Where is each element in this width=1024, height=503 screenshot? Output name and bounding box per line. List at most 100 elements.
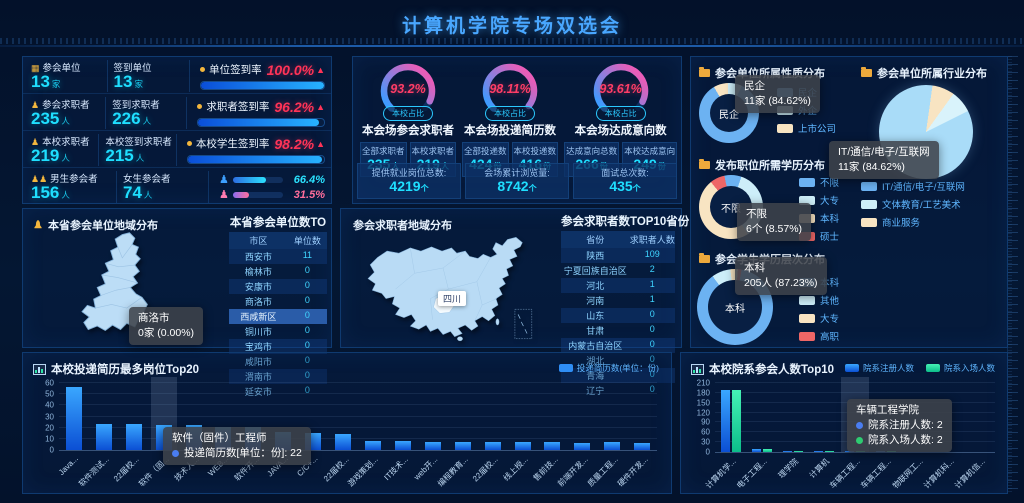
table-row[interactable]: 内蒙古自治区 0 (561, 338, 675, 353)
x-axis-label: 车辆工程... (828, 456, 863, 491)
table-row[interactable]: 陕西 109 (561, 248, 675, 263)
table-row[interactable]: 辽宁 0 (586, 384, 655, 396)
stat-value: 235 人 (31, 108, 70, 128)
table-row[interactable]: 河北 1 (561, 278, 675, 293)
stat-cell: 女生参会者 74 人 (117, 171, 209, 203)
x-axis-label: 硬件开发... (615, 454, 650, 489)
legend-item[interactable]: 不限 (799, 175, 839, 189)
y-axis-tick: 0 (49, 445, 54, 455)
stat-label: 签到求职者 (112, 99, 160, 111)
panel-top20-chart: 本校投递简历最多岗位Top20 投递简历数(单位：份) 0 10 20 30 40 50 6… (22, 352, 672, 494)
bar-slot[interactable]: 计算机 (808, 383, 839, 480)
y-axis-tick: 10 (45, 434, 54, 444)
stat-value: 156 人 (31, 183, 70, 202)
bar (394, 441, 411, 450)
gauge-title: 本会场达成意向数 (574, 125, 667, 137)
legend-item-registered[interactable]: 院系注册人数 (844, 362, 914, 374)
bar-slot[interactable]: 硬件开发... (616, 383, 657, 488)
table-row[interactable]: 渭南市 0 (229, 369, 327, 384)
table-row[interactable]: 延安市 0 (244, 385, 310, 397)
legend-item[interactable]: 大专 (799, 193, 839, 207)
company-nature-donut[interactable]: 民企 (699, 83, 759, 143)
panel-attendance-stats: ▦ 参会单位 13 家 签到单位 13 家 单位签到率 100.0% ▲ ♟ 参会求职者 2… (22, 56, 332, 204)
bar (95, 424, 112, 450)
bar-slot[interactable]: 计算机信... (953, 383, 995, 490)
legend-item[interactable]: 商业服务 (861, 215, 965, 229)
series-dot-icon (856, 436, 863, 444)
bar-slot[interactable]: 22届校... (471, 383, 508, 483)
legend-item[interactable]: 其他 (799, 293, 839, 307)
folder-icon (699, 159, 710, 169)
x-axis-label: 游戏策划... (346, 454, 381, 489)
gauge-arc: 98.11% 本校占比 (459, 61, 561, 121)
legend-item[interactable]: 高职 (799, 329, 839, 343)
bar-slot[interactable]: Java... (57, 383, 89, 477)
stat-cell: 本校签到求职者 215 人 (99, 133, 177, 166)
legend-item[interactable]: 文体教育/工艺美术 (861, 197, 965, 211)
table-row[interactable]: 榆林市 0 (244, 265, 310, 277)
china-map[interactable] (355, 231, 547, 343)
table-row[interactable]: 宝鸡市 0 (229, 339, 327, 354)
bar (634, 443, 651, 450)
gauge-percent: 98.11% (489, 82, 531, 96)
bar-slot[interactable]: 22届校... (112, 383, 149, 483)
nature-tooltip: 民企 11家 (84.62%) (735, 75, 820, 113)
legend-item[interactable]: 大专 (799, 311, 839, 325)
x-axis-label: 线上授... (501, 454, 530, 483)
bar-slot[interactable]: 质量工程... (586, 383, 627, 488)
table-header: 省份 求职者人数 (561, 231, 675, 248)
shaanxi-map[interactable] (75, 231, 175, 343)
bar (720, 389, 730, 452)
legend-item[interactable]: IT/通信/电子/互联网 (861, 179, 965, 193)
bar (731, 389, 741, 452)
legend-swatch (558, 364, 573, 372)
top20-bars: Java... 软件测试... 22届校... 软件（固... 技术人... WEB...… (57, 377, 657, 488)
top20-plot: 0 10 20 30 40 50 60 Java... 软件测试... 22届校... 软件（固.… (45, 377, 657, 488)
table-row[interactable]: 商洛市 0 (244, 295, 310, 307)
table-row[interactable]: 甘肃 0 (586, 324, 655, 336)
table-row[interactable]: 西安市 11 (229, 249, 327, 264)
x-axis-label: 计算机学... (703, 456, 738, 491)
bar-chart-icon (33, 363, 46, 375)
legend-item[interactable]: 上市公司 (777, 121, 836, 135)
table-row[interactable]: 铜川市 0 (244, 325, 310, 337)
table-row[interactable]: 河南 1 (586, 294, 655, 306)
rate-label: 本校学生签到率 (195, 138, 270, 150)
table-row[interactable]: 青海 0 (561, 368, 675, 383)
legend-swatch (799, 295, 815, 305)
legend-swatch (799, 195, 815, 205)
table-row[interactable]: 安康市 0 (229, 279, 327, 294)
legend-swatch (799, 177, 815, 187)
table-row[interactable]: 西咸新区 0 (229, 309, 327, 324)
bar-slot[interactable]: web开... (413, 383, 448, 482)
chart-header: 本校院系参会人数Top10 (691, 361, 834, 377)
south-sea-inset (514, 308, 533, 339)
bar-slot[interactable]: 软件测试... (77, 383, 119, 488)
legend-item-entered[interactable]: 院系入场人数 (925, 362, 995, 374)
bar-slot[interactable]: 计算机学... (704, 383, 746, 490)
bar-slot[interactable]: 电子工程... (735, 383, 777, 490)
bar-slot[interactable]: 编程教育... (436, 383, 478, 488)
header-divider (0, 45, 1024, 47)
table-title: 本省参会单位数TO (229, 217, 327, 229)
bar-slot[interactable]: IT技术... (383, 383, 418, 482)
panel-province-map: 本省参会单位地域分布 商洛市 0家 (0.00%) 本省参会单位数TO 市区 单位数… (22, 208, 332, 397)
rate-cell: 本校学生签到率 98.2% ▲ (177, 136, 325, 164)
table-row[interactable]: 咸阳市 0 (244, 355, 310, 367)
table-row[interactable]: 宁夏回族自治区 2 (563, 264, 655, 276)
table-row[interactable]: 湖北 0 (586, 354, 655, 366)
stat-cell: ♟ 参会求职者 235 人 (31, 96, 107, 129)
legend-item[interactable]: 投递简历数(单位：份) (558, 362, 659, 374)
bar-slot[interactable]: 前端开发... (556, 383, 597, 488)
bar-slot[interactable]: 售前技... (531, 383, 568, 483)
gender-ratio-cell: ♟ 66.4% ♟ 31.5% (209, 172, 325, 202)
bar-slot[interactable]: 游戏策划... (346, 383, 388, 488)
male-ratio-bar (233, 176, 283, 183)
y-axis-tick: 60 (45, 378, 54, 388)
bar-slot[interactable]: 22届校... (321, 383, 358, 483)
table-row[interactable]: 山东 0 (561, 308, 675, 323)
x-axis-label: IT技术... (382, 454, 410, 483)
bar-slot[interactable]: 线上授... (502, 383, 538, 483)
bar-slot[interactable]: 理学院 (777, 383, 808, 480)
